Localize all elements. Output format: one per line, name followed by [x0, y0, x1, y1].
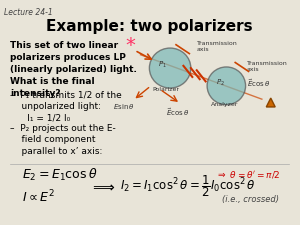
Ellipse shape	[207, 67, 246, 105]
Text: *: *	[125, 36, 135, 55]
Ellipse shape	[149, 48, 191, 88]
Text: (i.e., crossed): (i.e., crossed)	[222, 195, 279, 204]
Text: $P_1$: $P_1$	[158, 60, 167, 70]
Text: –  P₁ transmits 1/2 of the
    unpolarized light:
      I₁ = 1/2 I₀: – P₁ transmits 1/2 of the unpolarized li…	[10, 90, 122, 123]
Text: $I \propto E^2$: $I \propto E^2$	[22, 189, 55, 205]
Text: Lecture 24-1: Lecture 24-1	[4, 8, 53, 17]
Polygon shape	[266, 98, 275, 107]
Text: $\vec{E}\cos\theta$: $\vec{E}\cos\theta$	[166, 107, 189, 118]
Text: Transmission
axis: Transmission axis	[197, 41, 238, 52]
Text: $E\sin\theta$: $E\sin\theta$	[113, 103, 135, 112]
Text: $P_2$: $P_2$	[216, 77, 225, 88]
Text: This set of two linear
polarizers produces LP
(linearly polarized) light.
What i: This set of two linear polarizers produc…	[10, 41, 137, 98]
Text: Analyzer: Analyzer	[211, 103, 238, 108]
Text: –  P₂ projects out the E-
    field component
    parallel to x’ axis:: – P₂ projects out the E- field component…	[10, 124, 116, 156]
Text: $\Longrightarrow$: $\Longrightarrow$	[90, 178, 116, 193]
Text: $I_2 = I_1 \cos^2\theta = \dfrac{1}{2} I_0 \cos^2\theta$: $I_2 = I_1 \cos^2\theta = \dfrac{1}{2} I…	[120, 173, 256, 199]
Text: Transmission
axis: Transmission axis	[247, 61, 288, 72]
Text: $\vec{E}\cos\theta$: $\vec{E}\cos\theta$	[247, 78, 271, 89]
Text: $E_2 = E_1 \cos\theta$: $E_2 = E_1 \cos\theta$	[22, 167, 98, 183]
Text: Example: two polarizers: Example: two polarizers	[46, 19, 253, 34]
Text: $\Rightarrow\ \theta=\theta'=\pi/2$: $\Rightarrow\ \theta=\theta'=\pi/2$	[216, 169, 280, 180]
Text: Polarizer: Polarizer	[152, 87, 179, 92]
